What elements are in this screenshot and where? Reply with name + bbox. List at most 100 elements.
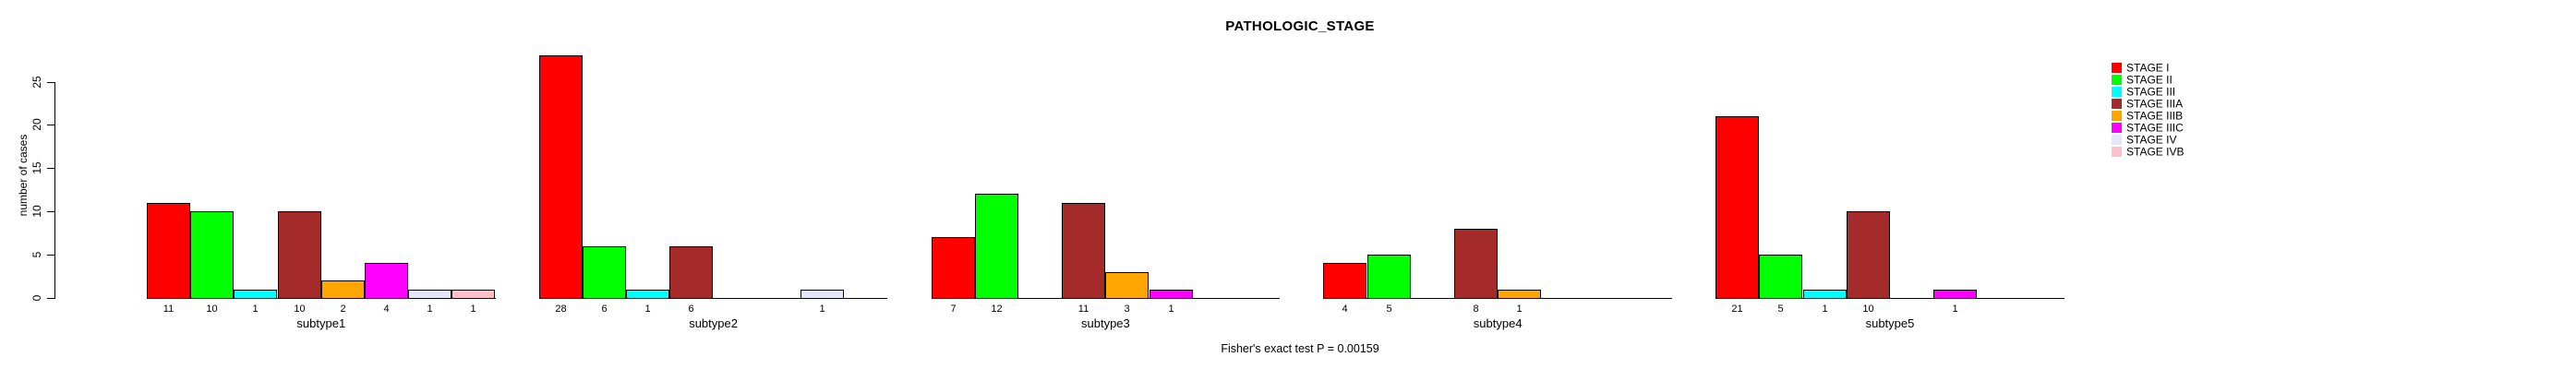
bar-value-label: 10 <box>1862 304 1874 315</box>
y-tick-label: 25 <box>30 75 43 89</box>
bar-subtype4-stage-ii <box>1367 255 1411 299</box>
y-tick-mark <box>47 81 54 83</box>
x-category-label-subtype1: subtype1 <box>296 316 346 330</box>
bar-subtype4-stage-iiib <box>1498 290 1541 299</box>
bar-value-label: 2 <box>340 304 346 315</box>
legend-item: STAGE IVB <box>2112 145 2259 158</box>
y-tick-label: 0 <box>30 294 43 302</box>
bar-subtype3-stage-iiib <box>1105 272 1149 299</box>
legend-swatch-icon <box>2112 63 2122 73</box>
bar-subtype1-stage-iiib <box>321 280 365 299</box>
bar-subtype2-stage-ii <box>583 246 626 299</box>
legend-swatch-icon <box>2112 75 2122 85</box>
bar-subtype1-stage-ii <box>190 211 234 299</box>
bar-value-label: 5 <box>1777 304 1784 315</box>
y-tick-mark <box>47 255 54 256</box>
legend-swatch-icon <box>2112 111 2122 121</box>
bar-subtype3-stage-ii <box>975 194 1018 299</box>
bar-subtype2-stage-iiia <box>669 246 713 299</box>
bar-value-label: 11 <box>163 304 175 315</box>
y-tick-mark <box>47 298 54 299</box>
bar-value-label: 10 <box>206 304 218 315</box>
bar-value-label: 1 <box>1822 304 1828 315</box>
chart-title: PATHOLOGIC_STAGE <box>1225 18 1375 34</box>
legend-label: STAGE IV <box>2126 133 2177 146</box>
bar-value-label: 1 <box>1952 304 1958 315</box>
legend-label: STAGE I <box>2126 61 2170 74</box>
group-baseline <box>538 298 888 299</box>
bar-value-label: 1 <box>1168 304 1174 315</box>
x-category-label-subtype4: subtype4 <box>1473 316 1523 330</box>
bar-subtype1-stage-iiia <box>278 211 321 299</box>
y-tick-label: 10 <box>30 205 43 218</box>
legend-label: STAGE IIIB <box>2126 109 2184 122</box>
bar-value-label: 11 <box>1077 304 1089 315</box>
bar-value-label: 1 <box>427 304 433 315</box>
legend-item: STAGE IIIB <box>2112 109 2259 122</box>
bar-value-label: 6 <box>601 304 608 315</box>
bar-value-label: 5 <box>1386 304 1392 315</box>
bar-subtype2-stage-i <box>539 55 583 299</box>
bar-subtype2-stage-iv <box>800 290 844 299</box>
bar-value-label: 10 <box>294 304 306 315</box>
bar-subtype3-stage-iiic <box>1150 290 1193 299</box>
y-axis-line <box>54 82 55 299</box>
legend-item: STAGE IV <box>2112 133 2259 146</box>
legend-item: STAGE III <box>2112 85 2259 98</box>
legend-item: STAGE II <box>2112 73 2259 86</box>
y-tick-label: 5 <box>30 251 43 258</box>
fishers-test-caption: Fisher's exact test P = 0.00159 <box>1221 342 1379 355</box>
bar-subtype5-stage-iiia <box>1847 211 1890 299</box>
legend-label: STAGE IIIC <box>2126 121 2184 134</box>
bar-subtype3-stage-iiia <box>1062 203 1105 299</box>
bar-subtype5-stage-iiic <box>1933 290 1977 299</box>
legend-item: STAGE IIIC <box>2112 121 2259 134</box>
bar-subtype1-stage-ivb <box>451 290 495 299</box>
legend-swatch-icon <box>2112 123 2122 133</box>
legend-item: STAGE I <box>2112 61 2259 74</box>
legend-label: STAGE IVB <box>2126 145 2185 158</box>
bar-value-label: 1 <box>252 304 259 315</box>
bar-subtype4-stage-i <box>1323 263 1366 299</box>
y-tick-label: 15 <box>30 161 43 174</box>
legend-swatch-icon <box>2112 99 2122 109</box>
x-category-label-subtype2: subtype2 <box>689 316 738 330</box>
bar-subtype5-stage-i <box>1715 116 1759 299</box>
bar-value-label: 7 <box>950 304 957 315</box>
bar-value-label: 1 <box>470 304 476 315</box>
legend-label: STAGE II <box>2126 73 2173 86</box>
bar-value-label: 4 <box>1342 304 1348 315</box>
legend-label: STAGE IIIA <box>2126 97 2184 110</box>
bar-subtype5-stage-ii <box>1759 255 1802 299</box>
bar-value-label: 21 <box>1731 304 1743 315</box>
bar-subtype2-stage-iii <box>626 290 669 299</box>
legend-swatch-icon <box>2112 135 2122 145</box>
bar-subtype1-stage-iiic <box>365 263 408 299</box>
y-tick-mark <box>47 168 54 170</box>
bar-value-label: 12 <box>991 304 1003 315</box>
x-category-label-subtype5: subtype5 <box>1865 316 1915 330</box>
bar-subtype1-stage-iv <box>408 290 451 299</box>
legend-label: STAGE III <box>2126 85 2176 98</box>
bar-value-label: 1 <box>819 304 825 315</box>
bar-subtype1-stage-iii <box>234 290 277 299</box>
bar-value-label: 28 <box>555 304 567 315</box>
bar-value-label: 8 <box>1473 304 1479 315</box>
bar-subtype5-stage-iii <box>1803 290 1847 299</box>
bar-value-label: 1 <box>644 304 651 315</box>
bar-value-label: 1 <box>1516 304 1523 315</box>
y-tick-mark <box>47 211 54 213</box>
y-tick-label: 20 <box>30 118 43 132</box>
bar-value-label: 3 <box>1124 304 1130 315</box>
legend-swatch-icon <box>2112 147 2122 157</box>
bar-subtype1-stage-i <box>147 203 190 299</box>
y-axis-title: number of cases <box>17 134 30 217</box>
x-category-label-subtype3: subtype3 <box>1081 316 1130 330</box>
bar-value-label: 4 <box>383 304 390 315</box>
bar-subtype4-stage-iiia <box>1454 229 1498 299</box>
bar-subtype3-stage-i <box>932 237 975 299</box>
legend-swatch-icon <box>2112 87 2122 97</box>
legend-item: STAGE IIIA <box>2112 97 2259 110</box>
bar-value-label: 6 <box>688 304 694 315</box>
